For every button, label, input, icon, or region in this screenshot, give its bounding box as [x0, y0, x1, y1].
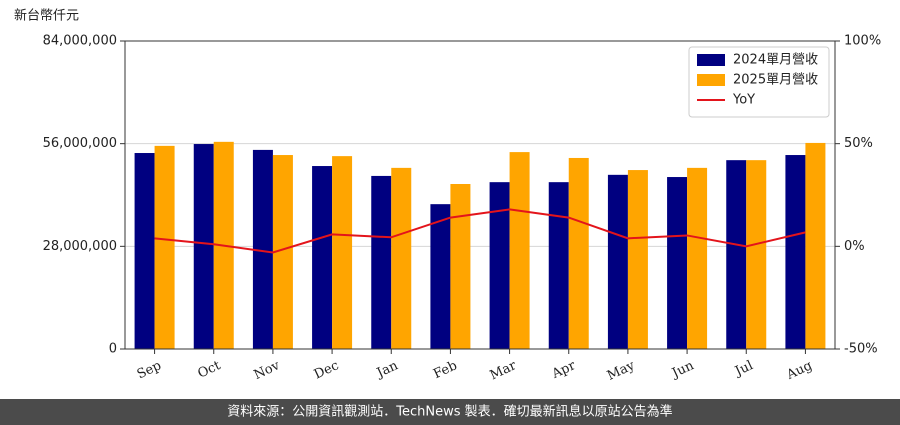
x-tick-label: Aug: [784, 358, 815, 383]
bar: [193, 144, 214, 349]
bar: [154, 145, 175, 349]
legend-swatch: [697, 74, 725, 86]
bar: [785, 155, 806, 349]
y-tick-label: 28,000,000: [43, 239, 117, 254]
y-tick-label: 0: [109, 342, 117, 357]
bar: [332, 156, 353, 349]
bar: [272, 155, 293, 349]
bar: [746, 160, 767, 349]
legend-label: YoY: [732, 93, 755, 108]
bar: [548, 182, 569, 349]
bar: [134, 153, 155, 349]
bar: [627, 170, 648, 349]
bar: [371, 175, 392, 349]
x-tick-label: Jun: [668, 358, 697, 382]
x-tick-label: Feb: [431, 358, 459, 382]
footer-text: 資料來源：公開資訊觀測站．TechNews 製表．確切最新訊息以原站公告為準: [227, 404, 672, 420]
x-tick-label: Apr: [549, 358, 579, 382]
bar: [312, 166, 333, 349]
y2-tick-label: 50%: [844, 136, 873, 151]
x-tick-label: May: [605, 358, 638, 384]
legend-label: 2025單月營收: [733, 73, 818, 88]
yoy-line: [154, 208, 806, 254]
x-tick-label: Dec: [312, 358, 341, 382]
plot-frame: [124, 40, 836, 350]
bar: [450, 184, 471, 349]
bar: [568, 157, 589, 349]
y2-tick-label: 100%: [844, 34, 881, 49]
bar: [667, 177, 688, 349]
bar: [726, 160, 747, 349]
legend-swatch: [697, 54, 725, 66]
bar: [430, 204, 451, 349]
bar: [607, 174, 628, 349]
footer-bar: [0, 399, 900, 425]
y-tick-label: 56,000,000: [43, 136, 117, 151]
bar: [391, 167, 412, 349]
x-tick-label: Jan: [373, 358, 401, 382]
y-axis-unit: 新台幣仟元: [14, 8, 79, 24]
y-tick-label: 84,000,000: [43, 34, 117, 49]
x-tick-label: Sep: [135, 358, 164, 382]
bar: [687, 167, 708, 349]
x-tick-label: Jul: [731, 358, 755, 380]
x-tick-label: Mar: [488, 358, 520, 383]
bar: [489, 182, 510, 349]
x-tick-label: Oct: [196, 358, 224, 382]
y2-tick-label: -50%: [844, 342, 878, 357]
y2-tick-label: 0%: [844, 239, 865, 254]
legend-label: 2024單月營收: [733, 53, 818, 68]
bar: [805, 142, 826, 349]
x-tick-label: Nov: [252, 358, 283, 383]
bar: [509, 152, 530, 349]
bar: [252, 149, 273, 349]
